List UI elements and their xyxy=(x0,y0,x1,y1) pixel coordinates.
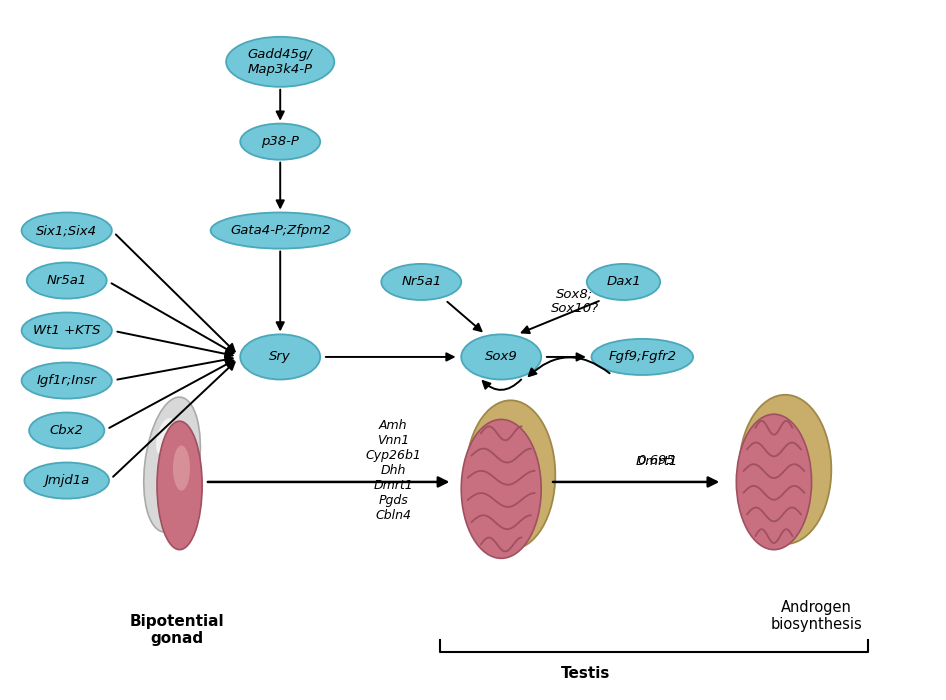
Ellipse shape xyxy=(29,412,104,449)
Text: Sox9: Sox9 xyxy=(485,351,517,363)
Ellipse shape xyxy=(462,335,541,379)
Ellipse shape xyxy=(466,400,555,550)
Ellipse shape xyxy=(157,421,202,550)
Text: Nr5a1: Nr5a1 xyxy=(401,275,442,288)
Ellipse shape xyxy=(240,124,320,160)
Text: Androgen
biosynthesis: Androgen biosynthesis xyxy=(770,600,862,632)
Ellipse shape xyxy=(22,213,112,248)
Text: Bipotential
gonad: Bipotential gonad xyxy=(130,614,224,646)
Ellipse shape xyxy=(462,419,541,559)
Text: Jmjd1a: Jmjd1a xyxy=(44,474,89,487)
Text: Nr5a1: Nr5a1 xyxy=(46,274,87,287)
Text: Dmrt1: Dmrt1 xyxy=(636,455,677,468)
Ellipse shape xyxy=(240,335,320,379)
Text: Wt1 +KTS: Wt1 +KTS xyxy=(33,324,100,337)
Ellipse shape xyxy=(736,414,812,550)
Ellipse shape xyxy=(144,397,201,532)
Ellipse shape xyxy=(22,312,112,349)
Ellipse shape xyxy=(25,463,109,498)
Text: Cbx2: Cbx2 xyxy=(50,424,83,437)
Text: Sox8;
Sox10?: Sox8; Sox10? xyxy=(551,288,599,316)
Text: Sry: Sry xyxy=(270,351,291,363)
Text: p38-P: p38-P xyxy=(261,135,299,148)
Text: Gata4-P;Zfpm2: Gata4-P;Zfpm2 xyxy=(230,224,330,237)
Text: Amh
Vnn1
Cyp26b1
Dhh
Dmrt1
Pgds
Cbln4: Amh Vnn1 Cyp26b1 Dhh Dmrt1 Pgds Cbln4 xyxy=(365,419,421,522)
Text: Six1;Six4: Six1;Six4 xyxy=(36,224,97,237)
Ellipse shape xyxy=(26,262,107,299)
Ellipse shape xyxy=(739,395,832,544)
Ellipse shape xyxy=(591,339,693,375)
Ellipse shape xyxy=(156,418,175,456)
Text: Fgf9;Fgfr2: Fgf9;Fgfr2 xyxy=(608,351,676,363)
Text: Igf1r;Insr: Igf1r;Insr xyxy=(37,374,96,387)
Text: Dax1: Dax1 xyxy=(606,275,640,288)
Ellipse shape xyxy=(22,363,112,398)
Text: 0.695: 0.695 xyxy=(638,454,675,467)
Text: Gadd45g/
Map3k4-P: Gadd45g/ Map3k4-P xyxy=(248,48,313,76)
Ellipse shape xyxy=(173,445,190,491)
Ellipse shape xyxy=(587,264,660,300)
Ellipse shape xyxy=(211,213,350,248)
Ellipse shape xyxy=(226,37,334,87)
Text: Testis: Testis xyxy=(561,666,610,681)
Ellipse shape xyxy=(381,264,462,300)
